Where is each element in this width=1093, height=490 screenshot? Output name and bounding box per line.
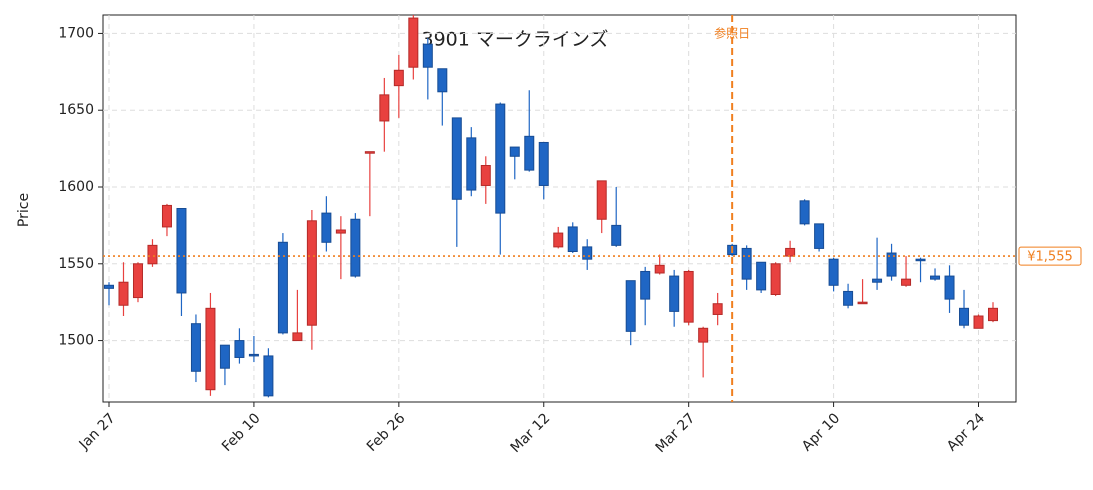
hline-label: ¥1,555 (1027, 250, 1073, 265)
candle-body (683, 270, 694, 323)
candle-body (944, 275, 955, 300)
candle-body (698, 327, 709, 343)
candle-body (147, 244, 158, 265)
candle-body (132, 263, 143, 299)
candle-body (712, 303, 723, 315)
candle-body (263, 355, 274, 397)
candle-body (567, 226, 578, 253)
candle-body (857, 301, 868, 305)
candle-body (219, 344, 230, 369)
candle-body (988, 307, 998, 322)
candle-body (843, 290, 854, 306)
candle-body (886, 252, 897, 277)
candle-body (973, 315, 984, 329)
candle-body (741, 247, 752, 280)
x-tick-label: Mar 12 (508, 410, 554, 456)
candle-body (306, 220, 317, 326)
candle-body (292, 332, 303, 342)
candle-body (770, 263, 781, 295)
x-tick-label: Jan 27 (76, 410, 119, 453)
candle-body (104, 284, 114, 289)
candle-body (872, 278, 883, 283)
candle-body (379, 94, 390, 122)
candle-body (538, 141, 549, 186)
candle-body (248, 353, 259, 357)
candle-body (277, 241, 288, 334)
y-tick-label: 1700 (58, 25, 94, 41)
candle-body (234, 340, 245, 358)
candle-body (640, 270, 651, 300)
x-tick-label: Apr 10 (799, 410, 843, 454)
y-tick-label: 1500 (58, 333, 94, 349)
hline-label-box (1018, 246, 1082, 266)
candle-body (161, 204, 172, 228)
reference-label: 参照日 (714, 26, 750, 41)
candle-body (480, 165, 491, 186)
candle-body (930, 275, 941, 280)
candle-body (495, 103, 506, 214)
candle-body (364, 151, 375, 154)
y-tick-label: 1550 (58, 256, 94, 272)
candle-body (524, 135, 535, 171)
candle-body (350, 218, 361, 277)
candle-body (959, 307, 970, 326)
candle-body (828, 258, 839, 286)
candle-body (756, 261, 767, 291)
plot-frame (102, 14, 1017, 403)
chart-title: 3901 マークラインズ (421, 29, 608, 51)
x-tick-label: Mar 27 (653, 410, 699, 456)
candle-body (669, 275, 680, 312)
candle-body (654, 264, 665, 274)
y-axis-label: Price (16, 193, 32, 227)
y-tick-label: 1650 (58, 102, 94, 118)
x-tick-label: Feb 10 (219, 410, 264, 455)
candle-body (408, 17, 419, 68)
candle-body (451, 117, 462, 200)
candle-body (901, 278, 912, 286)
candle-body (915, 258, 926, 262)
candle-body (422, 43, 433, 68)
candle-body (553, 232, 564, 248)
candle-body (176, 208, 187, 294)
candle-body (814, 223, 825, 249)
candle-body (799, 200, 810, 225)
candle-body (205, 307, 216, 391)
candle-body (596, 180, 607, 220)
candle-body (466, 137, 477, 191)
x-tick-label: Feb 26 (364, 410, 409, 455)
candle-body (393, 69, 404, 87)
y-tick-label: 1600 (58, 179, 94, 195)
candle-body (190, 323, 201, 372)
candle-body (611, 224, 622, 246)
candle-body (118, 281, 129, 306)
candle-body (321, 212, 332, 243)
candle-body (582, 246, 593, 260)
candle-body (335, 229, 346, 234)
candle-body (785, 247, 796, 257)
candle-body (625, 280, 636, 332)
candle-body (437, 68, 448, 93)
x-tick-label: Apr 24 (944, 410, 988, 454)
candle-body (509, 146, 520, 157)
